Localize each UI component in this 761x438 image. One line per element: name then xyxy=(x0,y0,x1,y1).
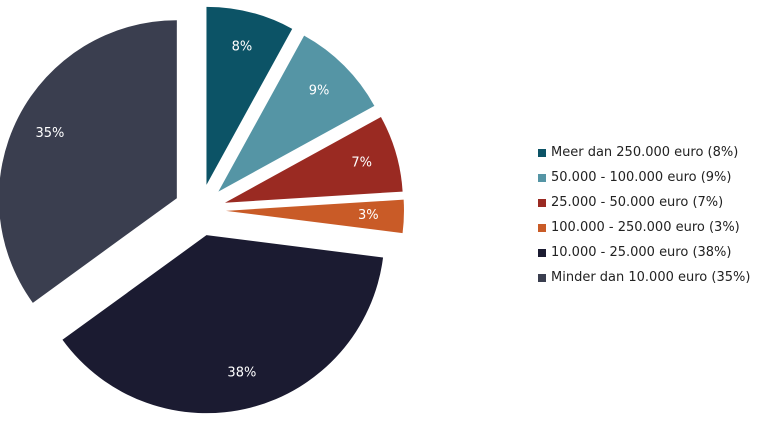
pie-slice-3 xyxy=(225,199,404,234)
legend-label-1: 50.000 - 100.000 euro (9%) xyxy=(551,170,732,185)
legend-swatch-5 xyxy=(538,273,546,282)
legend-item-3: 100.000 - 250.000 euro (3%) xyxy=(538,215,750,240)
pie-slice-5 xyxy=(0,20,177,303)
pie-slice-label-4: 38% xyxy=(227,366,256,381)
legend-swatch-2 xyxy=(538,198,546,207)
legend-label-0: Meer dan 250.000 euro (8%) xyxy=(551,145,739,160)
pie-slice-label-1: 9% xyxy=(309,83,330,98)
legend-label-3: 100.000 - 250.000 euro (3%) xyxy=(551,220,740,235)
pie-slice-4 xyxy=(62,235,384,414)
legend-label-2: 25.000 - 50.000 euro (7%) xyxy=(551,195,724,210)
pie-slice-0 xyxy=(206,6,293,185)
pie-slice-label-2: 7% xyxy=(351,156,372,171)
pie-slice-2 xyxy=(224,116,403,203)
pie-slice-label-3: 3% xyxy=(358,208,379,223)
legend-swatch-1 xyxy=(538,173,546,182)
legend-label-5: Minder dan 10.000 euro (35%) xyxy=(551,270,751,285)
pie-slice-label-0: 8% xyxy=(232,39,253,54)
legend-item-1: 50.000 - 100.000 euro (9%) xyxy=(538,165,750,190)
legend-label-4: 10.000 - 25.000 euro (38%) xyxy=(551,245,732,260)
legend-swatch-0 xyxy=(538,148,546,157)
pie-slice-1 xyxy=(218,35,375,192)
legend-item-4: 10.000 - 25.000 euro (38%) xyxy=(538,240,750,265)
legend-swatch-4 xyxy=(538,248,546,257)
legend-swatch-3 xyxy=(538,223,546,232)
pie-slice-label-5: 35% xyxy=(35,126,64,141)
legend-item-0: Meer dan 250.000 euro (8%) xyxy=(538,140,750,165)
pie-chart-plot: 8% 9% 7% 3% 38% 35% xyxy=(0,6,404,414)
legend-item-2: 25.000 - 50.000 euro (7%) xyxy=(538,190,750,215)
legend-item-5: Minder dan 10.000 euro (35%) xyxy=(538,265,750,290)
chart-legend: Meer dan 250.000 euro (8%) 50.000 - 100.0… xyxy=(538,140,750,290)
